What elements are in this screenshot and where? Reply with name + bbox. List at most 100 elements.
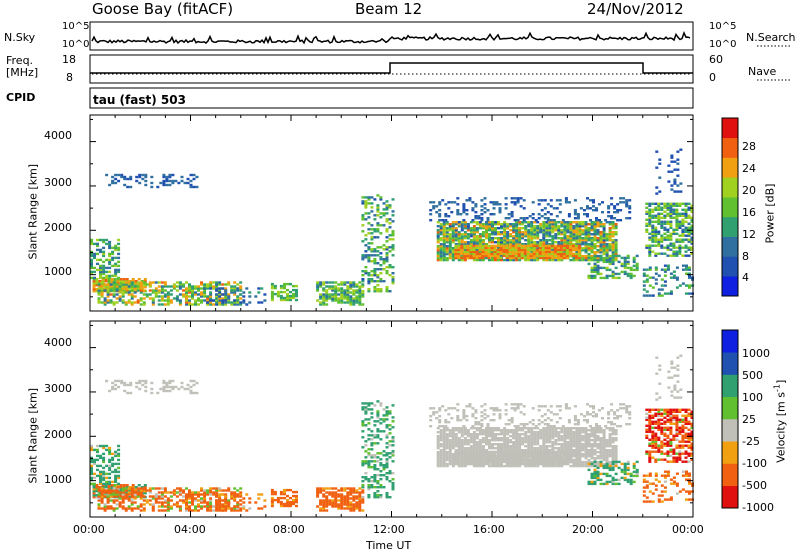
power-cell: [605, 245, 609, 248]
power-cell: [678, 246, 682, 249]
velocity-cell: [361, 497, 365, 500]
power-cell: [165, 179, 169, 183]
velocity-cell: [358, 497, 362, 500]
power-cell: [509, 245, 513, 248]
velocity-cell: [334, 495, 338, 498]
power-cell: [517, 254, 521, 258]
power-cell: [690, 216, 694, 219]
velocity-cell: [460, 443, 464, 446]
power-cell: [134, 284, 138, 287]
power-cell: [651, 240, 655, 243]
power-cell: [242, 295, 246, 298]
power-cell: [614, 258, 618, 262]
velocity-cell: [385, 472, 389, 475]
power-cell: [605, 258, 609, 262]
power-cell: [466, 246, 470, 250]
power-cell: [575, 237, 579, 240]
power-cell: [457, 237, 461, 240]
power-cell: [139, 297, 143, 300]
power-cell: [477, 217, 481, 220]
velocity-cell: [536, 443, 540, 446]
power-cell: [614, 231, 618, 234]
power-cell: [466, 225, 470, 228]
power-cell: [118, 295, 122, 298]
power-cell: [685, 272, 688, 275]
velocity-cell: [101, 490, 105, 493]
power-cell: [628, 207, 632, 210]
power-cell: [370, 210, 374, 213]
power-cell: [463, 225, 467, 228]
power-cell: [657, 274, 661, 277]
velocity-cell: [200, 499, 203, 502]
power-cell: [385, 258, 389, 261]
power-cell: [121, 281, 125, 284]
power-cell: [370, 278, 374, 281]
power-cell: [663, 210, 667, 213]
power-cell: [675, 240, 679, 243]
power-cell: [457, 244, 461, 248]
power-cell: [572, 233, 576, 236]
power-cell: [675, 252, 679, 255]
velocity-cell: [102, 458, 106, 462]
power-cell: [451, 231, 455, 234]
power-cell: [565, 256, 569, 260]
power-cell: [608, 249, 612, 252]
power-cell: [143, 286, 147, 289]
power-cell: [466, 250, 470, 254]
power-cell: [537, 203, 541, 206]
velocity-cell: [530, 447, 534, 450]
power-cell: [493, 246, 497, 250]
velocity-cell: [116, 484, 120, 487]
velocity-cell: [527, 431, 531, 434]
power-cell: [331, 289, 335, 292]
power-cell: [340, 297, 344, 300]
power-cell: [497, 247, 500, 250]
power-cell: [623, 256, 627, 260]
power-cell: [391, 272, 395, 275]
power-cell: [469, 241, 473, 244]
velocity-cell: [530, 427, 534, 430]
velocity-cell: [352, 491, 356, 494]
power-cell: [613, 217, 617, 220]
power-cell: [445, 245, 449, 248]
power-cell: [611, 247, 615, 250]
velocity-cell: [110, 488, 114, 491]
velocity-cell: [506, 429, 510, 432]
velocity-cell: [143, 492, 147, 495]
velocity-cell: [478, 451, 482, 454]
power-cell: [560, 225, 564, 228]
power-cell: [584, 254, 588, 258]
velocity-cell: [521, 429, 525, 432]
velocity-cell: [512, 449, 516, 452]
power-cell: [598, 203, 601, 206]
velocity-cell: [491, 457, 494, 460]
velocity-cell: [524, 441, 528, 444]
velocity-cell: [100, 487, 104, 490]
power-cell: [182, 295, 185, 298]
velocity-cell: [442, 447, 446, 450]
power-cell: [466, 244, 470, 248]
velocity-cell: [557, 439, 561, 442]
power-cell: [536, 227, 540, 230]
power-cell: [209, 299, 213, 302]
power-cell: [478, 225, 482, 228]
power-cell: [107, 282, 111, 285]
power-cell: [236, 295, 240, 298]
power-cell: [542, 243, 546, 246]
velocity-cell: [370, 454, 374, 457]
velocity-cell: [188, 505, 191, 508]
power-cell: [574, 256, 578, 260]
power-cell: [496, 250, 500, 254]
power-cell: [651, 210, 655, 213]
power-cell: [635, 264, 639, 268]
power-cell: [337, 287, 341, 290]
power-cell: [676, 150, 680, 153]
velocity-cell: [518, 447, 522, 450]
velocity-cell: [448, 458, 452, 462]
power-cell: [675, 246, 679, 249]
power-cell: [469, 231, 473, 234]
power-cell: [504, 217, 508, 220]
power-cell: [438, 201, 442, 204]
power-cell: [478, 227, 482, 230]
power-cell: [493, 256, 497, 260]
